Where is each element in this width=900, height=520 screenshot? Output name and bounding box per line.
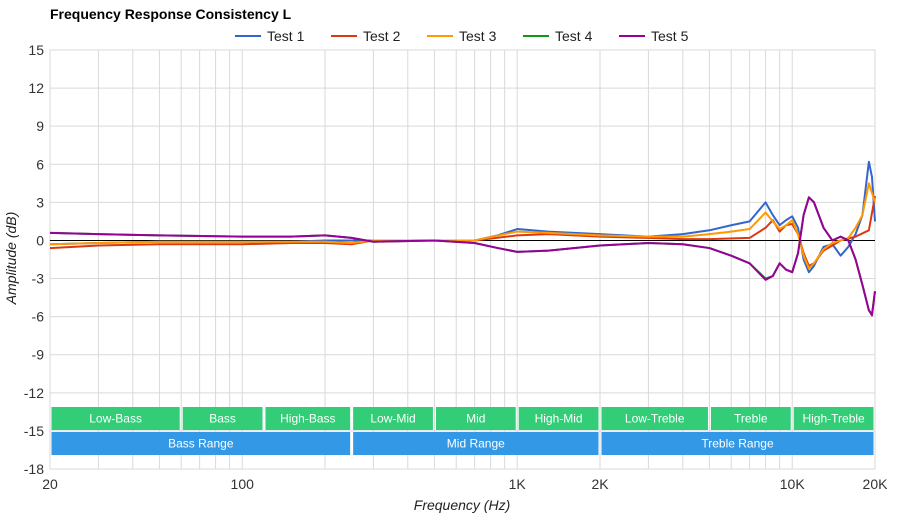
band-high-mid: High-Mid [518,407,599,430]
x-tick-label: 100 [231,476,255,492]
band-label: High-Bass [280,412,335,426]
y-tick-label: 3 [36,194,44,210]
band-label: Low-Bass [89,412,142,426]
band-label: Treble [734,412,768,426]
x-tick-label: 10K [780,476,806,492]
band-label: Low-Mid [370,412,415,426]
band-label: Bass Range [168,437,234,451]
legend-label: Test 1 [267,28,305,44]
band-rect [51,407,180,430]
y-tick-label: -15 [24,423,44,439]
legend-item-test-4[interactable]: Test 4 [523,28,593,44]
band-label: Bass [209,412,236,426]
band-label: Mid Range [447,437,505,451]
range-mid-range: Mid Range [353,432,599,455]
frequency-bands: Low-Bass Bass High-Bass Low-Mid Mid High-Mid L… [51,407,874,455]
band-label: Treble Range [701,437,774,451]
x-tick-labels: 20 100 1K 2K 10K 20K [42,476,888,492]
y-tick-label: 0 [36,232,44,248]
legend-label: Test 3 [459,28,497,44]
band-high-bass: High-Bass [265,407,351,430]
band-rect [601,432,874,455]
band-rect [518,407,599,430]
grid [49,49,876,470]
plot-frame [49,49,876,470]
y-tick-labels: 15 12 9 6 3 0 -3 -6 -9 -12 -15 -18 [24,42,44,477]
band-rect [793,407,874,430]
range-bass-range: Bass Range [51,432,351,455]
band-high-treble: High-Treble [793,407,874,430]
series-line-test-2 [49,195,876,267]
y-tick-label: -3 [32,271,45,287]
y-tick-label: 15 [28,42,44,58]
band-rect [182,407,263,430]
y-tick-label: -9 [32,347,45,363]
band-low-mid: Low-Mid [353,407,433,430]
band-rect [353,432,599,455]
series-line-test-4 [49,196,876,316]
band-low-bass: Low-Bass [51,407,180,430]
x-tick-label: 20K [863,476,889,492]
series-lines [49,160,876,317]
legend-item-test-1[interactable]: Test 1 [235,28,305,44]
chart-title: Frequency Response Consistency L [50,6,292,22]
legend: Test 1 Test 2 Test 3 Test 4 Test 5 [235,28,689,44]
y-tick-label: -6 [32,309,45,325]
legend-label: Test 5 [651,28,689,44]
y-tick-label: -12 [24,385,44,401]
legend-label: Test 2 [363,28,401,44]
band-low-treble: Low-Treble [601,407,708,430]
series-line-test-3 [49,182,876,270]
band-rect [435,407,516,430]
x-tick-label: 20 [42,476,58,492]
legend-label: Test 4 [555,28,593,44]
range-treble-range: Treble Range [601,432,874,455]
band-treble: Treble [710,407,791,430]
band-label: High-Mid [535,412,583,426]
y-axis-title: Amplitude (dB) [3,212,19,306]
x-axis-title: Frequency (Hz) [414,497,510,513]
legend-item-test-3[interactable]: Test 3 [427,28,497,44]
band-bass: Bass [182,407,263,430]
legend-item-test-5[interactable]: Test 5 [619,28,689,44]
x-tick-label: 1K [509,476,527,492]
band-rect [51,432,351,455]
y-tick-label: 12 [28,80,44,96]
band-label: High-Treble [802,412,865,426]
x-tick-label: 2K [591,476,609,492]
band-rect [265,407,351,430]
band-mid: Mid [435,407,516,430]
y-tick-label: -18 [24,461,44,477]
legend-item-test-2[interactable]: Test 2 [331,28,401,44]
y-tick-label: 6 [36,156,44,172]
series-line-test-5 [49,196,876,317]
band-rect [601,407,708,430]
band-label: Low-Treble [625,412,685,426]
band-label: Mid [466,412,485,426]
band-rect [710,407,791,430]
band-rect [353,407,433,430]
series-line-test-1 [49,160,876,274]
y-tick-label: 9 [36,118,44,134]
